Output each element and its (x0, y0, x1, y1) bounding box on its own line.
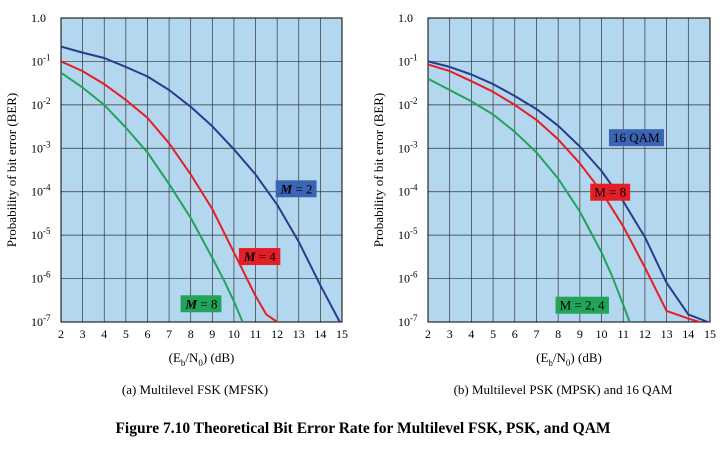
x-tick-label: 6 (144, 327, 150, 341)
x-tick-label: 11 (617, 327, 629, 341)
x-tick-label: 5 (123, 327, 129, 341)
x-tick-label: 4 (468, 327, 474, 341)
x-tick-label: 3 (80, 327, 86, 341)
x-tick-label: 4 (101, 327, 107, 341)
x-tick-label: 9 (209, 327, 215, 341)
svg-text:16 QAM: 16 QAM (613, 130, 660, 145)
x-tick-label: 2 (425, 327, 431, 341)
y-tick-label: 10-1 (31, 52, 51, 68)
y-tick-label: 10-7 (398, 313, 418, 329)
svg-text:M = 8: M = 8 (594, 185, 626, 200)
x-tick-label: 6 (512, 327, 518, 341)
x-tick-label: 10 (596, 327, 608, 341)
svg-text:M = 2, 4: M = 2, 4 (560, 298, 605, 313)
x-tick-label: 8 (555, 327, 561, 341)
y-tick-label: 1.0 (398, 11, 413, 25)
y-tick-label: 10-4 (31, 183, 51, 199)
series-label-m-8: M = 8 (590, 183, 631, 201)
series-line-m-8 (61, 71, 244, 322)
y-tick-label: 10-4 (398, 183, 418, 199)
plot-border (427, 17, 711, 323)
series-label-m-4: M = 4 (238, 248, 281, 266)
y-tick-label: 10-2 (31, 96, 51, 112)
series-label-m-2: M = 2 (275, 180, 317, 198)
series-label-m-8: M = 8 (180, 295, 222, 313)
x-tick-label: 7 (533, 327, 539, 341)
x-tick-label: 2 (58, 327, 64, 341)
x-tick-label: 3 (447, 327, 453, 341)
x-tick-label: 14 (682, 327, 694, 341)
plot-area (61, 18, 342, 322)
x-tick-label: 15 (336, 327, 348, 341)
x-tick-label: 14 (314, 327, 326, 341)
x-tick-label: 7 (166, 327, 172, 341)
series-line-m-8 (428, 63, 700, 322)
y-axis-label: Probability of bit error (BER) (371, 93, 386, 248)
series-line-16-qam (428, 60, 709, 322)
x-tick-label: 15 (704, 327, 716, 341)
x-tick-label: 13 (661, 327, 673, 341)
x-tick-label: 10 (228, 327, 240, 341)
series-line-m-4 (61, 60, 278, 322)
x-axis-label: (Eb/N0) (dB) (169, 350, 235, 368)
y-tick-label: 1.0 (31, 11, 46, 25)
y-tick-label: 10-6 (398, 270, 418, 286)
plot-border (60, 17, 343, 323)
caption-mfsk: (a) Multilevel FSK (MFSK) (121, 382, 269, 397)
plot-area (428, 18, 710, 322)
x-tick-label: 8 (188, 327, 194, 341)
series-line-m-2 (61, 45, 341, 322)
series-label-m-2-4: M = 2, 4 (555, 296, 609, 314)
y-tick-label: 10-5 (398, 226, 418, 242)
svg-text:M = 8: M = 8 (185, 296, 218, 311)
y-tick-label: 10-3 (398, 139, 418, 155)
y-tick-label: 10-1 (398, 52, 418, 68)
y-tick-label: 10-2 (398, 96, 418, 112)
figure-title: Figure 7.10 Theoretical Bit Error Rate f… (115, 420, 611, 437)
y-axis-label: Probability of bit error (BER) (4, 93, 19, 248)
x-tick-label: 12 (271, 327, 283, 341)
x-tick-label: 12 (639, 327, 651, 341)
svg-text:M = 2: M = 2 (280, 181, 313, 196)
svg-text:M = 4: M = 4 (243, 249, 276, 264)
chart-panel-0: 2 3 4 5 6 7 8 9 10 11 12 13 14 15 1.0 10-1 10-2 10-3 10-4 1… (4, 11, 348, 368)
series-line-m-2-4 (428, 77, 631, 322)
x-tick-label: 5 (490, 327, 496, 341)
y-tick-label: 10-6 (31, 270, 51, 286)
y-tick-label: 10-3 (31, 139, 51, 155)
x-axis-label: (Eb/N0) (dB) (536, 350, 602, 368)
x-tick-label: 13 (293, 327, 305, 341)
x-tick-label: 11 (250, 327, 262, 341)
y-tick-label: 10-5 (31, 226, 51, 242)
y-tick-label: 10-7 (31, 313, 51, 329)
series-label-16-qam: 16 QAM (608, 129, 664, 147)
chart-panel-1: 2 3 4 5 6 7 8 9 10 11 12 13 14 15 1.0 10-1 10-2 10-3 10-4 1… (371, 11, 716, 368)
x-tick-label: 9 (577, 327, 583, 341)
caption-mpsk-qam: (b) Multilevel PSK (MPSK) and 16 QAM (453, 382, 673, 397)
